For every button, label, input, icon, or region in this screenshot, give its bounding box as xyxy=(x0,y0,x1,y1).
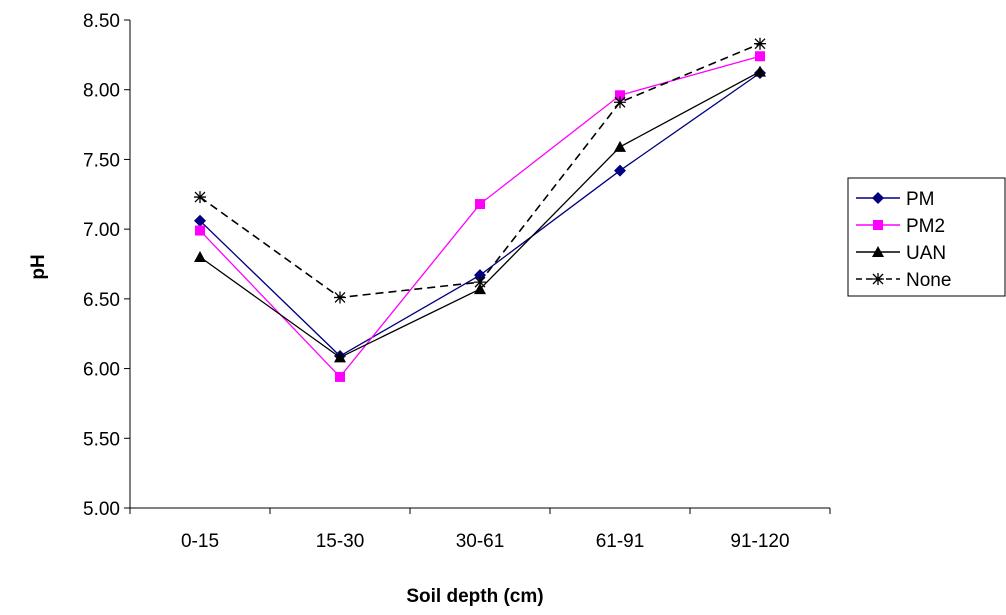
series-pm-line xyxy=(199,72,761,357)
legend-none-label: None xyxy=(906,270,951,291)
series-uan-point xyxy=(754,65,766,77)
series-pm2-point xyxy=(335,371,345,382)
x-tick-label: 91-120 xyxy=(730,531,789,552)
series-uan-point xyxy=(614,140,626,152)
series-none xyxy=(194,37,766,304)
y-tick-label: 7.00 xyxy=(83,220,120,241)
series-pm2 xyxy=(195,51,765,382)
series-pm xyxy=(194,66,766,363)
x-axis-ticks: 0-15 15-30 30-61 61-91 91-120 xyxy=(129,508,831,552)
legend-uan-label: UAN xyxy=(906,243,946,264)
x-axis-title: Soil depth (cm) xyxy=(406,586,543,607)
legend-pm2-label: PM2 xyxy=(906,216,945,237)
series-pm-point xyxy=(614,164,626,177)
x-tick-label: 30-61 xyxy=(456,531,505,552)
legend-item-pm2: PM2 xyxy=(856,216,945,237)
series-none-point xyxy=(474,276,486,289)
series-uan-line xyxy=(199,71,761,359)
y-tick-label: 5.50 xyxy=(83,429,120,450)
legend-uan-marker xyxy=(872,246,884,257)
series-none-point xyxy=(614,96,626,109)
series-pm-point xyxy=(194,214,206,227)
series-uan xyxy=(194,65,766,363)
legend-pm-label: PM xyxy=(906,189,935,210)
series-uan-point xyxy=(194,251,206,263)
legend-item-pm: PM xyxy=(856,189,935,210)
y-tick-label: 6.00 xyxy=(83,360,120,381)
y-axis-title: pH xyxy=(28,254,49,279)
series-pm2-point xyxy=(195,225,205,236)
y-tick-label: 5.00 xyxy=(83,499,120,520)
legend-pm-marker xyxy=(872,192,884,204)
series-none-point xyxy=(194,191,206,204)
y-tick-label: 8.50 xyxy=(83,11,120,32)
series-uan-point xyxy=(474,283,486,295)
series-pm2-point xyxy=(475,199,485,210)
series-pm2-point xyxy=(615,90,625,101)
y-axis-ticks: 5.00 5.50 6.00 6.50 7.00 7.50 8.00 8.50 xyxy=(83,11,130,520)
series-pm2-line xyxy=(199,55,761,378)
series-none-line xyxy=(199,42,761,299)
series-uan-point xyxy=(334,351,346,363)
series-none-point xyxy=(754,37,766,50)
y-tick-label: 6.50 xyxy=(83,290,120,311)
series-pm2-point xyxy=(755,51,765,62)
series-group xyxy=(194,37,766,382)
x-tick-label: 0-15 xyxy=(181,531,219,552)
legend-none-marker xyxy=(872,273,884,285)
y-tick-label: 8.00 xyxy=(83,81,120,102)
legend-item-uan: UAN xyxy=(856,243,946,264)
y-tick-label: 7.50 xyxy=(83,150,120,171)
legend: PM PM2 UAN None xyxy=(847,177,1006,297)
legend-pm2-marker xyxy=(873,220,883,230)
axes xyxy=(129,20,830,509)
legend-item-none: None xyxy=(856,270,951,291)
series-none-point xyxy=(334,291,346,304)
x-tick-label: 15-30 xyxy=(316,531,365,552)
x-tick-label: 61-91 xyxy=(596,531,645,552)
